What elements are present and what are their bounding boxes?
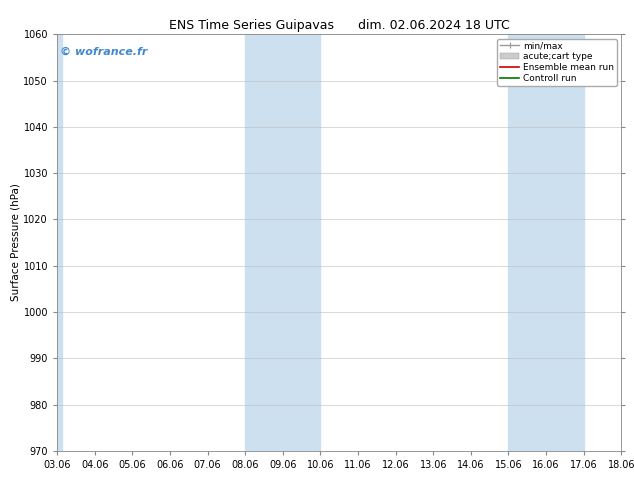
Bar xyxy=(245,34,320,451)
Title: ENS Time Series Guipavas      dim. 02.06.2024 18 UTC: ENS Time Series Guipavas dim. 02.06.2024… xyxy=(169,19,510,32)
Bar xyxy=(57,34,61,451)
Y-axis label: Surface Pressure (hPa): Surface Pressure (hPa) xyxy=(11,184,21,301)
Text: © wofrance.fr: © wofrance.fr xyxy=(60,47,147,57)
Legend: min/max, acute;cart type, Ensemble mean run, Controll run: min/max, acute;cart type, Ensemble mean … xyxy=(497,39,617,86)
Bar xyxy=(508,34,584,451)
